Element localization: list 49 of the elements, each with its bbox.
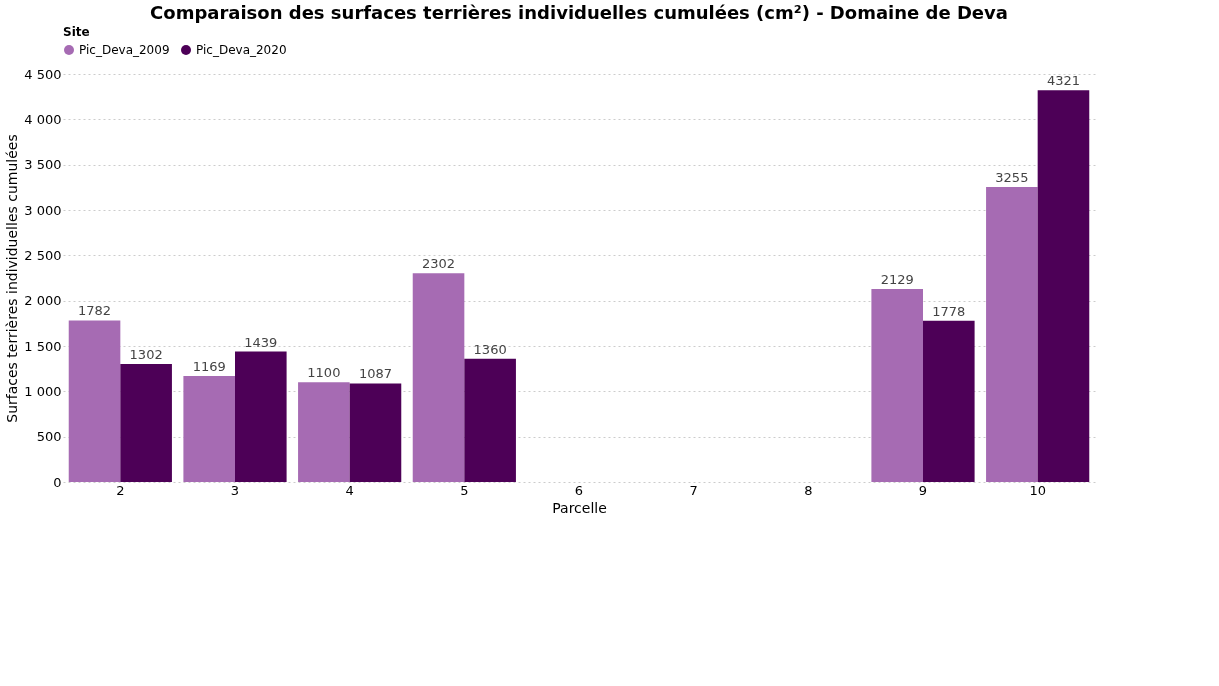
bar [464,358,516,482]
data-label: 1360 [473,341,507,357]
legend-title: Site [63,25,90,39]
data-label: 4321 [1046,73,1081,89]
x-tick-label: 5 [460,482,469,498]
bar [120,363,172,482]
x-tick-label: 9 [918,482,928,498]
bar [923,320,975,482]
x-tick-label: 4 [345,482,354,498]
bar [871,288,923,482]
y-tick-label: 2 000 [24,293,62,309]
y-tick-label: 3 500 [24,157,62,173]
bar [68,320,121,482]
data-label: 3255 [995,169,1029,185]
data-label: 1782 [77,303,112,319]
y-tick-label: 3 000 [24,202,62,218]
x-tick-label: 8 [804,482,813,498]
x-tick-label: 10 [1029,482,1046,498]
bar [235,351,287,482]
x-tick-label: 7 [689,482,698,498]
y-tick-label: 500 [36,429,62,445]
y-tick-label: 1 500 [24,338,62,354]
y-tick-label: 4 000 [24,111,62,127]
data-label: 2129 [880,271,914,287]
bar [183,376,235,482]
data-label: 1087 [358,366,393,382]
data-label: 2302 [421,256,456,272]
y-tick-label: 2 500 [24,247,62,263]
x-tick-label: 3 [230,482,240,498]
x-axis-title: Parcelle [552,499,607,516]
y-tick-label: 4 500 [24,66,62,82]
legend-label: Pic_Deva_2009 [79,43,170,57]
x-tick-label: 2 [116,482,125,498]
y-axis-title: Surfaces terrières individuelles cumulées [4,134,21,423]
bar [412,273,465,482]
bar [298,382,350,482]
chart-title: Comparaison des surfaces terrières individuelles cumulées (cm²) - Domaine de Deva [150,2,1008,23]
bar [986,186,1038,482]
x-tick-label: 6 [574,482,584,498]
data-label: 1778 [932,303,966,319]
data-label: 1439 [244,334,278,350]
legend-label: Pic_Deva_2020 [196,43,287,57]
y-tick-label: 0 [53,474,62,490]
y-tick-label: 1 000 [24,383,62,399]
data-label: 1100 [307,365,341,381]
data-label: 1302 [129,346,163,362]
bar [1037,90,1090,482]
data-label: 1169 [192,359,226,375]
bar [349,383,402,482]
